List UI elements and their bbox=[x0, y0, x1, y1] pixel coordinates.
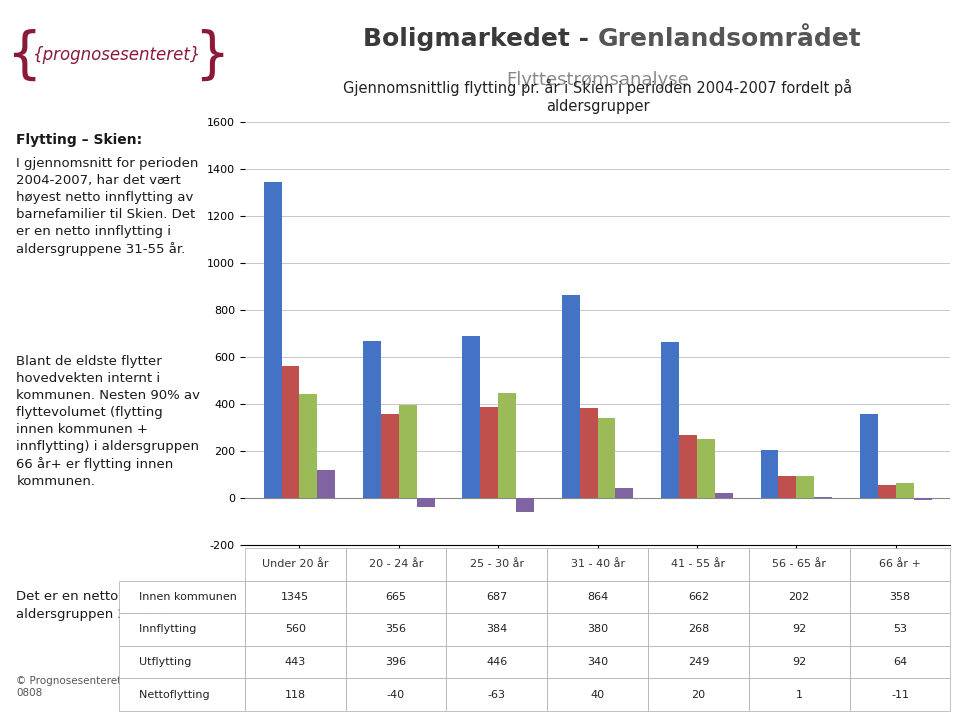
Bar bbox=[797, 476, 814, 498]
Bar bbox=[697, 439, 715, 498]
Bar bbox=[580, 408, 597, 498]
Text: Boligmarkedet -: Boligmarkedet - bbox=[363, 26, 597, 51]
Bar bbox=[914, 498, 931, 500]
Bar bbox=[480, 407, 498, 498]
Bar bbox=[498, 393, 516, 498]
Text: Flytting – Skien:: Flytting – Skien: bbox=[16, 132, 143, 147]
Text: {: { bbox=[6, 29, 41, 82]
Text: }: } bbox=[194, 29, 229, 82]
Text: Grenlandsområdet: Grenlandsområdet bbox=[597, 26, 861, 51]
Text: Det er en netto utflytting i
aldersgruppen 20-30år.: Det er en netto utflytting i aldersgrupp… bbox=[16, 590, 192, 621]
Bar bbox=[896, 483, 914, 498]
Bar bbox=[463, 337, 480, 498]
Bar bbox=[264, 182, 281, 498]
Bar bbox=[281, 366, 300, 498]
Bar bbox=[363, 342, 381, 498]
Bar bbox=[597, 417, 615, 498]
Title: Gjennomsnittlig flytting pr. år i Skien i perioden 2004-2007 fordelt på
aldersgr: Gjennomsnittlig flytting pr. år i Skien … bbox=[343, 79, 852, 114]
Text: {prognosesenteret}: {prognosesenteret} bbox=[34, 47, 202, 64]
Bar bbox=[417, 498, 435, 507]
Text: Flyttestrømsanalyse: Flyttestrømsanalyse bbox=[506, 71, 689, 89]
Bar bbox=[877, 485, 896, 498]
Bar bbox=[715, 493, 732, 498]
Bar bbox=[779, 476, 797, 498]
Text: © Prognosesenteret AS,
0808: © Prognosesenteret AS, 0808 bbox=[16, 676, 142, 698]
Bar bbox=[661, 342, 679, 498]
Bar bbox=[398, 405, 417, 498]
Bar bbox=[860, 414, 877, 498]
Text: I gjennomsnitt for perioden
2004-2007, har det vært
høyest netto innflytting av
: I gjennomsnitt for perioden 2004-2007, h… bbox=[16, 157, 199, 256]
Bar bbox=[615, 488, 634, 498]
Bar bbox=[381, 414, 398, 498]
Bar bbox=[318, 470, 335, 498]
Bar bbox=[300, 394, 318, 498]
Bar bbox=[562, 294, 580, 498]
Text: Blant de eldste flytter
hovedvekten internt i
kommunen. Nesten 90% av
flyttevolu: Blant de eldste flytter hovedvekten inte… bbox=[16, 355, 201, 488]
Bar bbox=[679, 435, 697, 498]
Bar bbox=[516, 498, 534, 513]
Bar bbox=[760, 450, 779, 498]
